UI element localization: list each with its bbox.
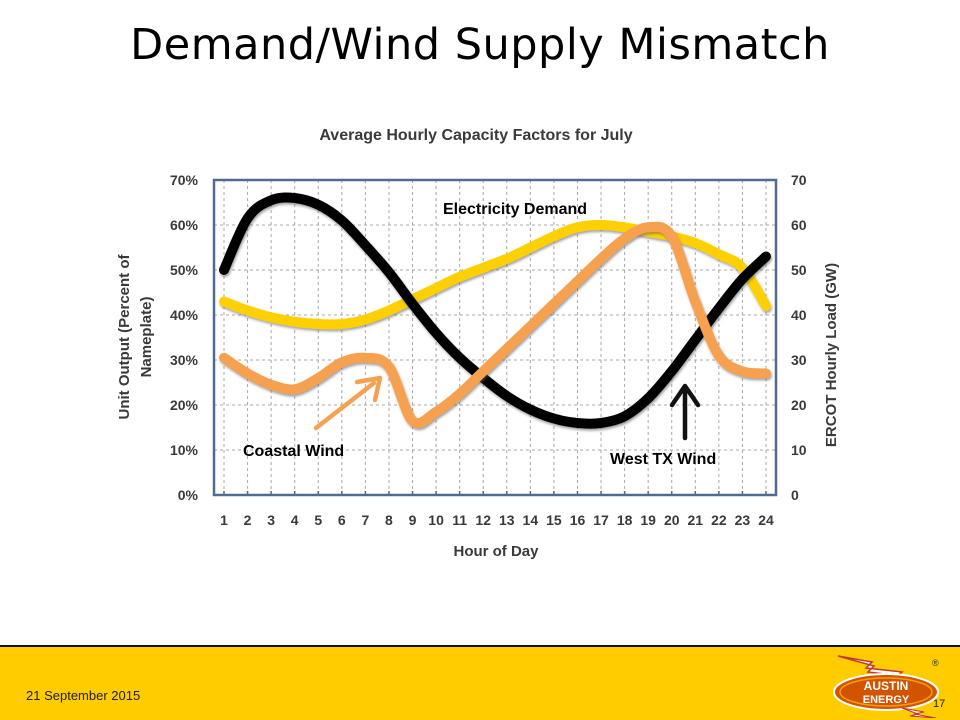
y-left-tick-label: 0% xyxy=(178,487,199,503)
y-right-tick-label: 60 xyxy=(791,217,807,233)
y-right-tick-label: 50 xyxy=(791,262,807,278)
footer-date: 21 September 2015 xyxy=(26,688,141,703)
x-tick-label: 4 xyxy=(291,512,299,528)
x-tick-label: 7 xyxy=(361,512,369,528)
x-tick-label: 2 xyxy=(244,512,252,528)
x-tick-label: 5 xyxy=(314,512,322,528)
y-left-tick-label: 40% xyxy=(170,307,199,323)
chart-title: Average Hourly Capacity Factors for July xyxy=(319,127,632,144)
x-tick-label: 15 xyxy=(546,512,562,528)
coastal-arrow-head xyxy=(354,375,383,403)
y-right-tick-label: 0 xyxy=(791,487,799,503)
x-tick-label: 11 xyxy=(452,512,467,528)
y-right-tick-label: 70 xyxy=(791,172,807,188)
x-tick-label: 13 xyxy=(499,512,515,528)
series-coastal-wind-line xyxy=(219,221,771,429)
y-left-tick-label: 20% xyxy=(170,397,199,413)
series-lines xyxy=(219,192,771,429)
x-tick-label: 1 xyxy=(220,512,228,528)
x-tick-label: 3 xyxy=(267,512,275,528)
footer-rule xyxy=(0,645,960,648)
x-tick-label: 10 xyxy=(428,512,444,528)
x-tick-label: 19 xyxy=(640,512,656,528)
x-tick-label: 9 xyxy=(409,512,417,528)
x-axis-label: Hour of Day xyxy=(453,543,539,560)
x-tick-label: 21 xyxy=(688,512,704,528)
westtx-arrow-head xyxy=(669,383,701,408)
y-left-tick-label: 10% xyxy=(170,442,199,458)
x-tick-label: 16 xyxy=(570,512,586,528)
logo-text-top: AUSTIN xyxy=(864,679,909,693)
y-axis-left-label-line1: Unit Output (Percent of xyxy=(116,254,133,420)
slide-number: 17 xyxy=(933,698,946,710)
x-tick-label: 23 xyxy=(735,512,751,528)
logo-oval-inner xyxy=(839,677,933,707)
y-right-tick-label: 30 xyxy=(791,352,807,368)
y-right-tick-label: 40 xyxy=(791,307,807,323)
plot-area xyxy=(212,178,778,497)
x-tick-label: 17 xyxy=(593,512,609,528)
x-tick-label: 6 xyxy=(338,512,346,528)
y-right-tick-label: 10 xyxy=(791,442,807,458)
x-tick-label: 12 xyxy=(475,512,491,528)
x-tick-label: 18 xyxy=(617,512,633,528)
annotation-west-tx-wind: West TX Wind xyxy=(610,451,716,468)
logo-registered: ® xyxy=(932,658,939,668)
austin-energy-logo: AUSTIN ENERGY ® xyxy=(833,655,939,718)
y-left-tick-label: 50% xyxy=(170,262,199,278)
y-axis-left-label-line2: Nameplate) xyxy=(138,297,155,378)
x-tick-label: 14 xyxy=(523,512,539,528)
x-tick-label: 8 xyxy=(385,512,393,528)
x-tick-label: 20 xyxy=(664,512,680,528)
logo-text-bottom: ENERGY xyxy=(863,694,910,706)
y-left-tick-label: 70% xyxy=(170,172,199,188)
coastal-arrow-line xyxy=(313,380,377,431)
logo-oval xyxy=(833,673,939,711)
y-right-tick-label: 20 xyxy=(791,397,807,413)
annotation-electricity-demand: Electricity Demand xyxy=(443,201,587,218)
y-left-tick-label: 60% xyxy=(170,217,199,233)
y-left-tick-label: 30% xyxy=(170,352,199,368)
capacity-factor-chart: Average Hourly Capacity Factors for July… xyxy=(116,127,840,560)
series-electricity-demand-line xyxy=(219,192,771,429)
x-tick-label: 22 xyxy=(711,512,727,528)
footer-band xyxy=(0,647,960,720)
lightning-tail-icon xyxy=(901,707,937,718)
annotation-coastal-wind: Coastal Wind xyxy=(243,443,344,460)
slide-title: Demand/Wind Supply Mismatch xyxy=(130,20,830,70)
y-axis-right-label: ERCOT Hourly Load (GW) xyxy=(823,263,840,447)
x-tick-label: 24 xyxy=(758,512,774,528)
